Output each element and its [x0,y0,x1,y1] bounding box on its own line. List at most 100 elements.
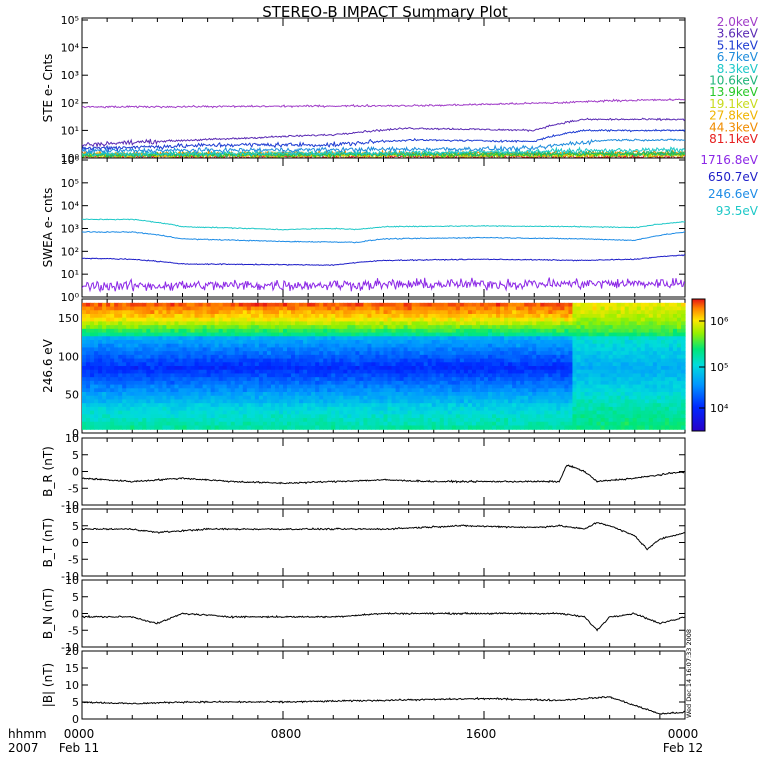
heatmap-cell [592,354,598,360]
heatmap-cell [479,328,485,334]
heatmap-cell [395,377,401,382]
heatmap-cell [568,321,574,326]
heatmap-cell [194,384,200,389]
heatmap-cell [588,425,594,430]
heatmap-cell [118,310,123,315]
heatmap-cell [230,317,236,323]
heatmap-cell [166,325,172,330]
heatmap-cell [632,310,638,315]
heatmap-cell [383,354,389,360]
heatmap-cell [270,328,276,334]
heatmap-cell [198,403,204,408]
heatmap-cell [118,332,123,337]
heatmap-cell [210,339,216,345]
heatmap-cell [234,313,240,319]
heatmap-cell [254,339,260,345]
heatmap-cell [484,317,489,323]
heatmap-cell [391,395,397,401]
heatmap-cell [624,406,630,412]
heatmap-cell [628,414,634,419]
heatmap-cell [536,399,541,404]
heatmap-cell [134,351,139,356]
heatmap-cell [347,414,352,419]
heatmap-cell [166,343,172,349]
heatmap-cell [130,306,135,311]
heatmap-cell [439,392,445,397]
heatmap-cell [138,403,143,408]
heatmap-cell [415,425,421,430]
heatmap-cell [576,313,582,319]
heatmap-cell [254,399,260,404]
heatmap-cell [504,373,509,378]
heatmap-cell [435,306,441,311]
heatmap-cell [604,388,610,393]
heatmap-cell [266,406,272,412]
heatmap-cell [178,313,184,319]
heatmap-cell [246,321,252,326]
heatmap-cell [540,351,545,356]
heatmap-cell [463,336,469,341]
heatmap-cell [564,392,570,397]
heatmap-cell [262,321,268,326]
heatmap-cell [359,313,364,319]
heatmap-cell [90,373,95,378]
heatmap-cell [94,410,99,415]
heatmap-cell [644,306,650,311]
heatmap-cell [343,395,348,401]
heatmap-cell [335,325,340,330]
heatmap-cell [435,421,441,427]
heatmap-cell [295,328,300,334]
heatmap-cell [399,410,405,415]
heatmap-cell [471,366,477,371]
heatmap-cell [174,306,180,311]
heatmap-cell [608,384,614,389]
heatmap-cell [315,421,320,427]
heatmap-cell [359,343,364,349]
heatmap-cell [283,302,288,308]
heatmap-cell [154,317,159,323]
heatmap-cell [206,339,212,345]
heatmap-cell [427,328,433,334]
heatmap-cell [399,418,405,423]
heatmap-cell [295,410,300,415]
heatmap-cell [110,414,115,419]
heatmap-cell [138,317,143,323]
heatmap-cell [182,388,188,393]
heatmap-cell [226,395,232,401]
heatmap-cell [106,325,111,330]
heatmap-cell [620,395,626,401]
heatmap-cell [287,366,292,371]
heatmap-cell [295,325,300,330]
heatmap-cell [447,410,453,415]
heatmap-cell [262,313,268,319]
heatmap-cell [250,321,256,326]
heatmap-cell [351,388,356,393]
heatmap-cell [138,339,143,345]
heatmap-cell [238,310,244,315]
heatmap-cell [544,414,549,419]
heatmap-cell [451,313,457,319]
heatmap-cell [443,358,449,363]
heatmap-cell [467,369,473,375]
heatmap-cell [226,362,232,367]
heatmap-cell [407,388,413,393]
heatmap-cell [556,410,561,415]
heatmap-cell [170,306,176,311]
heatmap-cell [564,384,570,389]
heatmap-cell [383,380,389,386]
heatmap-cell [162,384,168,389]
heatmap-cell [138,302,143,308]
heatmap-cell [443,332,449,337]
heatmap-cell [492,392,497,397]
heatmap-cell [616,332,622,337]
heatmap-cell [242,328,248,334]
heatmap-cell [278,406,284,412]
heatmap-cell [427,392,433,397]
heatmap-cell [504,317,509,323]
heatmap-cell [355,380,360,386]
heatmap-cell [250,358,256,363]
heatmap-cell [138,414,143,419]
heatmap-cell [230,421,236,427]
heatmap-cell [202,421,208,427]
heatmap-cell [640,421,646,427]
